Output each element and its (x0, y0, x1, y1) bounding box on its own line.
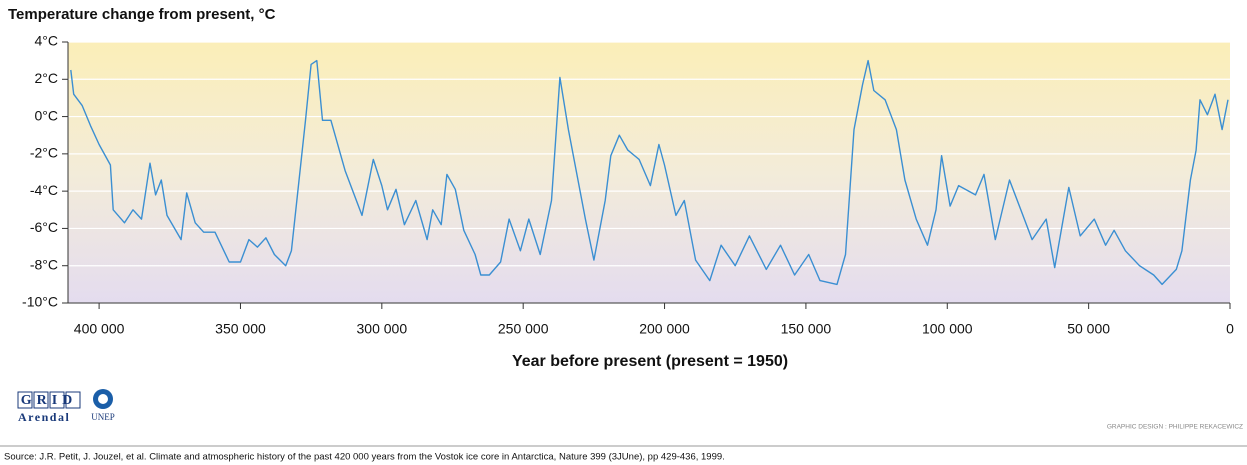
y-tick-label: 2°C (35, 70, 59, 86)
plot-background (68, 42, 1230, 303)
grid-arendal-logo: GRID Arendal (17, 391, 81, 424)
y-tick-label: -10°C (22, 294, 58, 310)
source: Source: J.R. Petit, J. Jouzel, et al. Cl… (4, 452, 725, 463)
unep-logo: UNEP (91, 389, 115, 422)
x-tick-label: 350 000 (215, 321, 266, 337)
y-tick-label: -6°C (30, 219, 58, 235)
chart-title: Temperature change from present, °C (8, 6, 276, 23)
logo-box (49, 391, 65, 409)
y-tick-label: 4°C (35, 33, 59, 49)
y-tick-label: 0°C (35, 107, 59, 123)
y-tick-label: -8°C (30, 256, 58, 272)
y-tick-label: -2°C (30, 145, 58, 161)
logo-text: GRID (21, 393, 78, 408)
x-tick-label: 250 000 (498, 321, 549, 337)
y-tick-label: -4°C (30, 182, 58, 198)
x-tick-label: 200 000 (639, 321, 690, 337)
temperature-line (70, 59, 1229, 286)
x-tick-label: 0 (1226, 321, 1234, 337)
logo-emblem (98, 394, 108, 404)
x-tick-label: 300 000 (357, 321, 408, 337)
x-axis-label: Year before present (present = 1950) (512, 353, 788, 370)
x-tick-label: 400 000 (74, 321, 125, 337)
logo-box (33, 391, 49, 409)
logo-box (65, 391, 81, 409)
logo-text: Arendal (18, 410, 70, 424)
x-tick-label: 50 000 (1067, 321, 1110, 337)
logo-box (17, 391, 33, 409)
x-tick-label: 150 000 (781, 321, 832, 337)
x-tick-label: 100 000 (922, 321, 973, 337)
credit: GRAPHIC DESIGN : PHILIPPE REKACEWICZ (1107, 424, 1243, 431)
logo-text: UNEP (91, 412, 115, 422)
